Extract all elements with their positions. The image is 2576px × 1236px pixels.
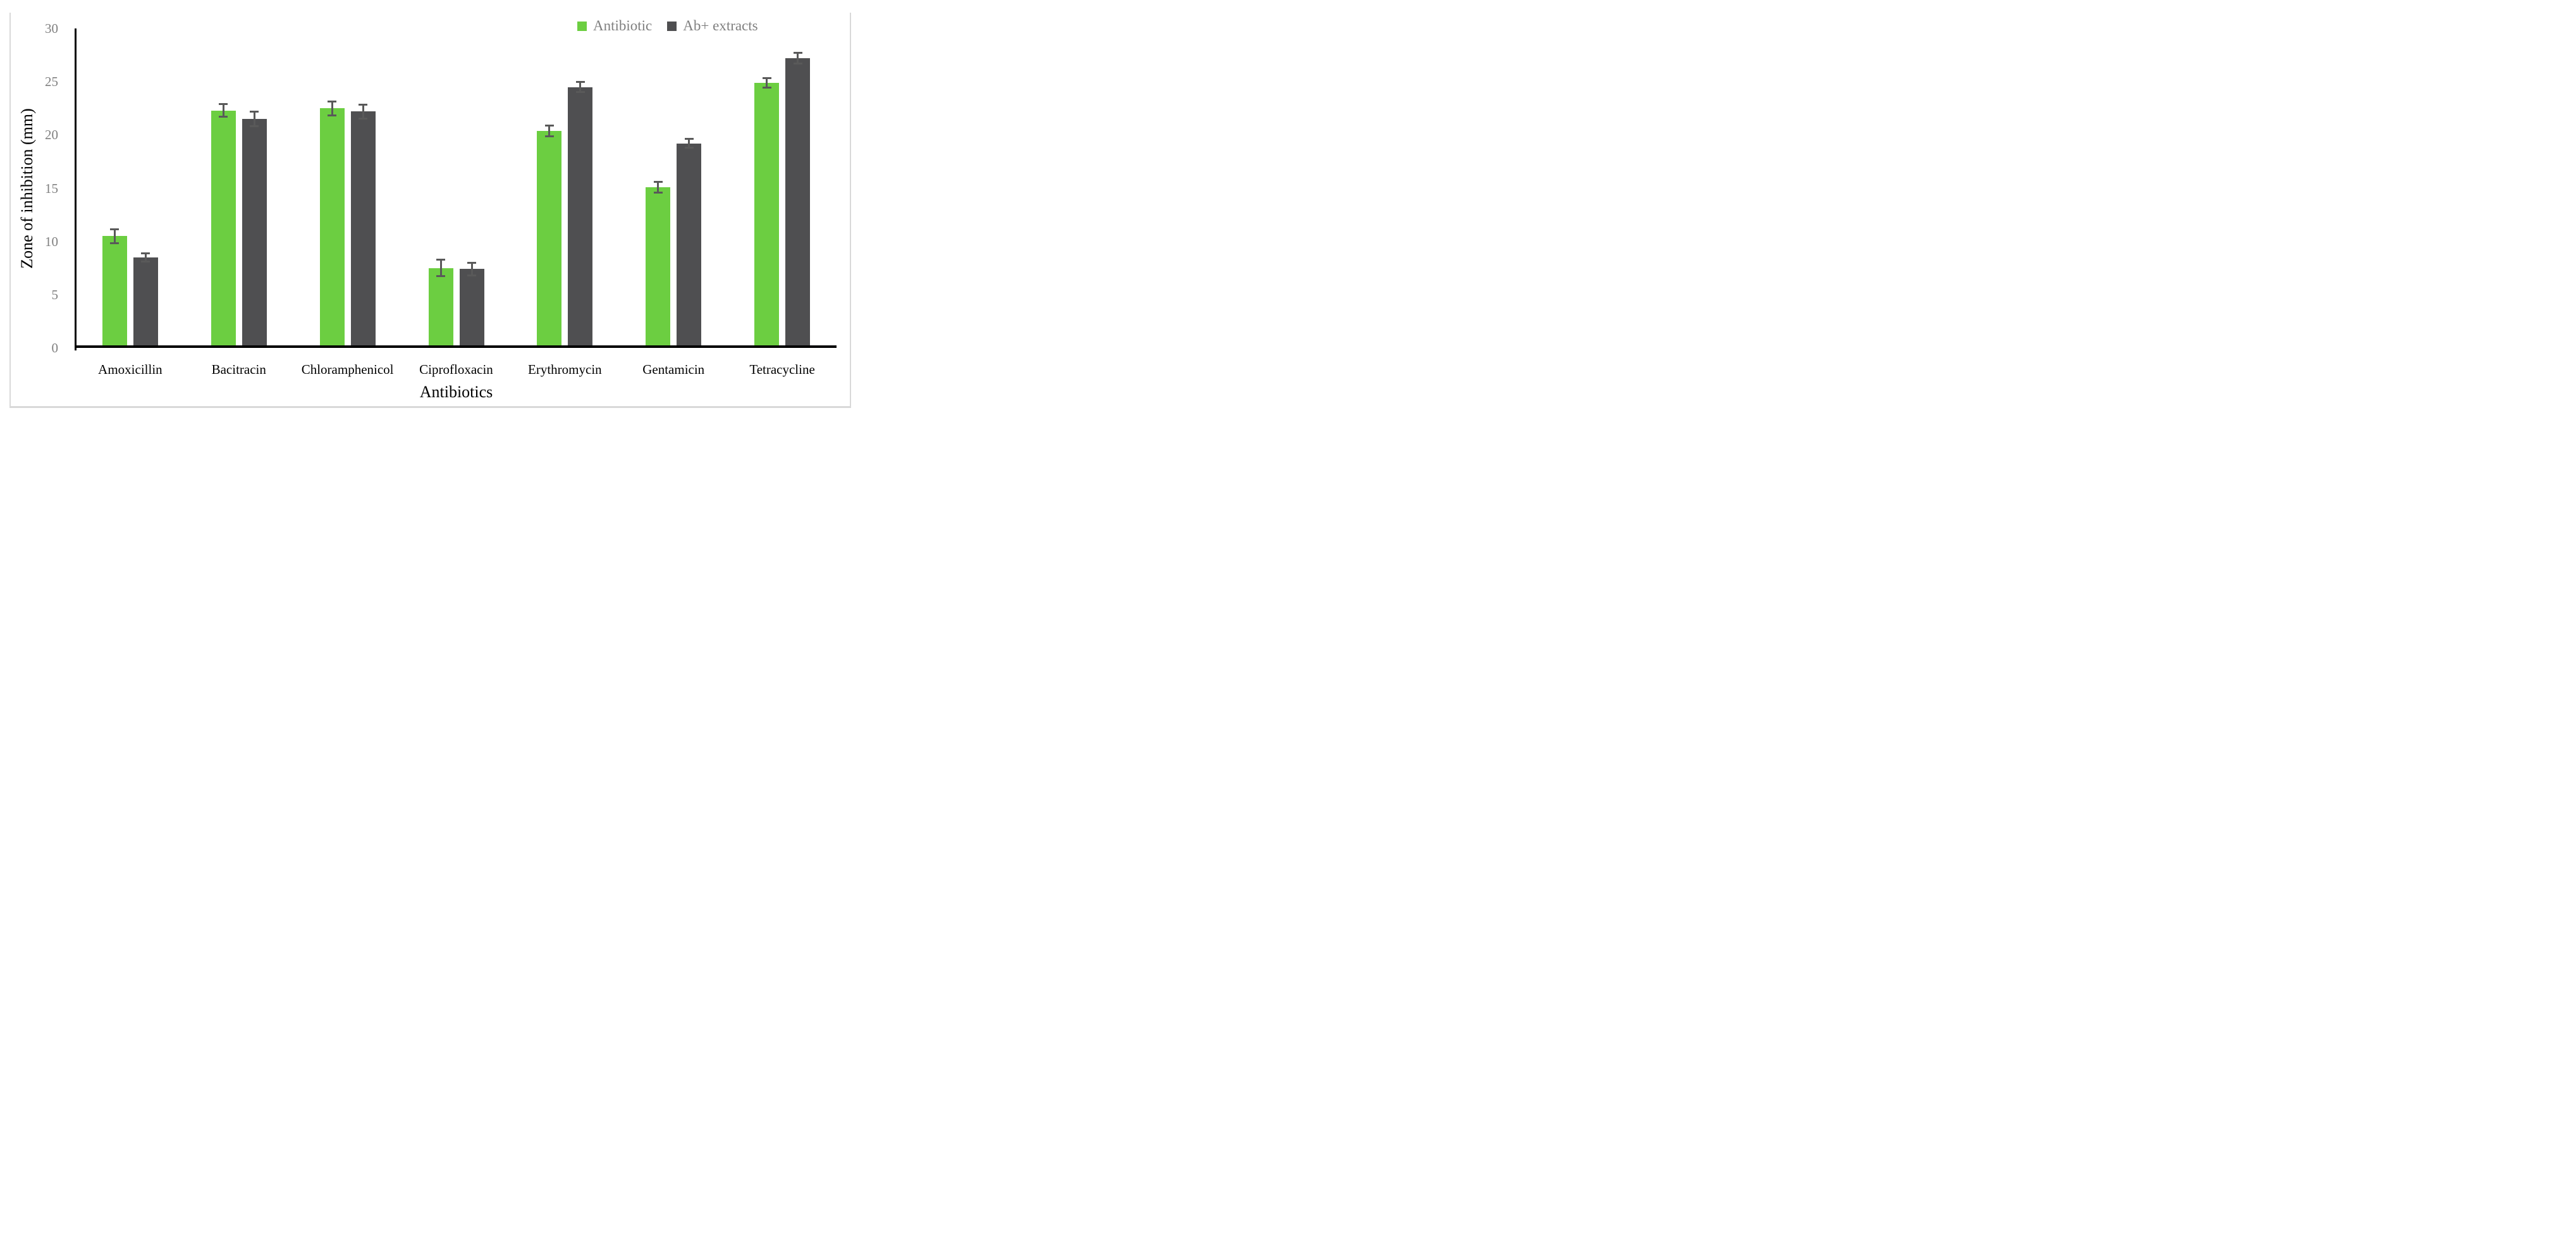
category-label: Amoxicillin: [98, 362, 163, 377]
y-tick-label: 20: [45, 127, 58, 143]
error-bar-cap-bottom: [793, 63, 802, 65]
y-tick-label: 25: [45, 74, 58, 90]
error-bar-line: [331, 100, 333, 116]
error-bar-cap-top: [141, 252, 150, 254]
y-axis-line: [75, 28, 77, 350]
error-bar-cap-top: [436, 259, 445, 261]
bar-ab-extracts: [350, 111, 376, 348]
category-label: Bacitracin: [211, 362, 266, 377]
error-bar-cap-bottom: [141, 261, 150, 263]
error-bar-cap-bottom: [575, 90, 585, 93]
error-bar-cap-bottom: [250, 125, 259, 127]
legend-swatch-icon: [577, 21, 587, 31]
bar-antibiotic: [428, 268, 453, 348]
error-bar-cap-top: [110, 228, 120, 230]
error-bar-cap-top: [762, 77, 771, 79]
error-bar-line: [579, 81, 582, 93]
error-bar-cap-bottom: [359, 117, 368, 120]
error-bar-cap-bottom: [328, 114, 337, 116]
category-label: Tetracycline: [749, 362, 815, 377]
legend-entry: Antibiotic: [577, 18, 652, 34]
bar-ab-extracts: [568, 87, 593, 348]
x-axis-title: Antibiotics: [419, 383, 493, 401]
bar-ab-extracts: [677, 143, 702, 348]
legend-entry: Ab+ extracts: [667, 18, 758, 34]
error-bar-cap-top: [219, 102, 228, 105]
y-tick-label: 0: [51, 340, 59, 355]
error-bar-cap-bottom: [762, 87, 771, 89]
error-bar-cap-top: [544, 124, 554, 127]
error-bar-cap-top: [328, 100, 337, 102]
error-bar-line: [439, 259, 442, 278]
error-bar-cap-bottom: [467, 275, 476, 277]
category-label: Erythromycin: [528, 362, 602, 377]
bar-ab-extracts: [459, 269, 484, 348]
bar-antibiotic: [211, 110, 236, 348]
error-bar-cap-bottom: [219, 116, 228, 118]
y-axis-title: Zone of inhibition (mm): [18, 108, 36, 269]
error-bar-line: [797, 52, 799, 65]
bar-antibiotic: [102, 236, 127, 348]
category-label: Ciprofloxacin: [419, 362, 493, 377]
error-bar-line: [548, 124, 551, 137]
x-axis-line: [75, 345, 837, 348]
bar-ab-extracts: [242, 119, 267, 348]
error-bar-cap-bottom: [653, 191, 663, 194]
error-bar-cap-top: [793, 52, 802, 54]
category-label: Chloramphenicol: [301, 362, 394, 377]
y-tick-label: 5: [51, 287, 59, 302]
bar-antibiotic: [537, 130, 562, 348]
error-bar-line: [253, 111, 255, 127]
error-bar-line: [222, 102, 224, 118]
category-label: Gentamicin: [642, 362, 705, 377]
bar-antibiotic: [319, 108, 345, 348]
error-bar-cap-top: [250, 111, 259, 113]
bar-antibiotic: [646, 187, 671, 348]
error-bar-line: [470, 261, 473, 277]
error-bar-line: [657, 180, 659, 194]
legend: Antibiotic Ab+ extracts: [577, 18, 758, 34]
error-bar-cap-top: [653, 180, 663, 183]
legend-label: Antibiotic: [593, 18, 653, 34]
bar-ab-extracts: [133, 257, 158, 348]
error-bar-line: [362, 103, 364, 120]
error-bar-cap-bottom: [544, 135, 554, 137]
error-bar-cap-top: [467, 261, 476, 264]
error-bar-line: [144, 252, 147, 263]
error-bar-cap-top: [684, 138, 694, 140]
figure-frame: [9, 13, 851, 408]
y-tick-label: 10: [45, 233, 58, 249]
y-tick-label: 15: [45, 180, 58, 196]
error-bar-cap-top: [359, 103, 368, 106]
error-bar-cap-bottom: [110, 242, 120, 244]
error-bar-cap-bottom: [436, 275, 445, 278]
bar-antibiotic: [754, 82, 780, 348]
legend-swatch-icon: [667, 21, 677, 31]
y-tick-label: 30: [45, 21, 58, 36]
legend-label: Ab+ extracts: [683, 18, 758, 34]
error-bar-line: [113, 228, 116, 244]
error-bar-line: [766, 77, 768, 89]
figure-antibiotic-bar-chart: 0 5 10 15 20 25 30 Amoxicillin Bacitracin Chloram…: [0, 0, 859, 412]
error-bar-cap-top: [575, 81, 585, 83]
error-bar-line: [688, 138, 690, 149]
bar-ab-extracts: [785, 58, 811, 348]
error-bar-cap-bottom: [684, 147, 694, 149]
